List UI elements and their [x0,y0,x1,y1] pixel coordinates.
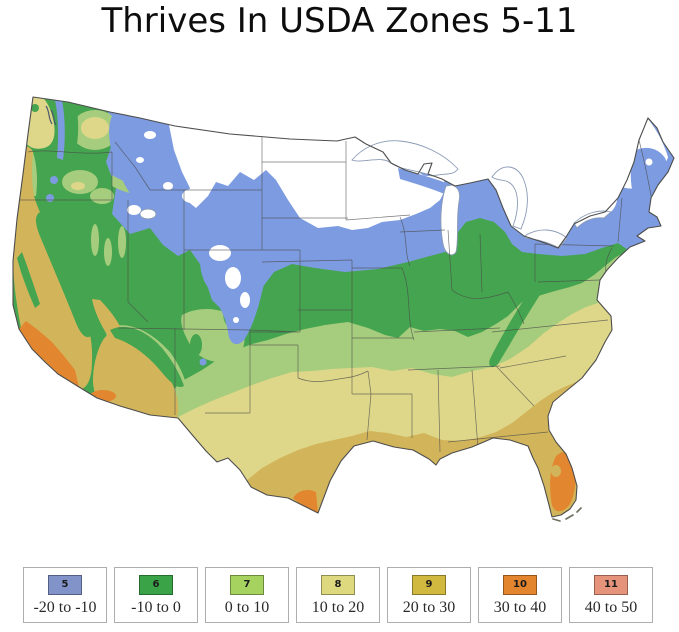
great-salt-lake [139,208,157,220]
zone5-range-label: -20 to -10 [33,599,97,616]
zone7-range-label: 0 to 10 [224,599,270,616]
florida-keys [552,507,582,522]
zone8-swatch: 8 [321,575,355,595]
columbia-basin-zone8-core [81,117,109,139]
zone5-swatch: 5 [48,575,82,595]
mogollon-rim-green-strip [110,326,184,387]
zone6-range-label: -10 to 0 [131,599,181,616]
puget-sound [45,105,57,126]
central-valley-zone9-patch [28,215,78,335]
zone9-swatch: 9 [412,575,446,595]
colorado-white-patch3 [240,292,250,308]
florida-zone9-enclave [551,465,561,477]
zone6-swatch: 6 [139,575,173,595]
lake-michigan [440,184,461,256]
washington-cascade-blue-crest [55,100,65,160]
nevada-valley-zone7-stripe [91,224,99,256]
se-oregon-zone7-patch [62,170,98,194]
southern-nevada-zone9-wedge [92,299,122,336]
se-oregon-zone8-pocket [71,182,85,190]
coast-range-green-sliver [17,252,40,308]
zone11-range-label: 40 to 50 [584,599,638,616]
page-title: Thrives In USDA Zones 5-11 [101,1,578,41]
nevada-valley-zone7-stripe2 [104,238,112,266]
adirondack-white-patch [573,173,618,217]
nevada-valley-zone7-stripe3 [118,226,126,258]
colorado-white-patch [209,245,231,261]
upper-peninsula-blue-strip [398,168,456,197]
zone11-swatch: 11 [594,575,628,595]
legend-item-zone-9: 9 20 to 30 [387,567,471,623]
legend-item-zone-10: 10 30 to 40 [478,567,562,623]
state-borders [17,136,652,453]
maine-white-spot [645,158,653,166]
legend-item-zone-7: 7 0 to 10 [205,567,289,623]
us-coastline [12,96,675,518]
idaho-white-spot3 [136,157,144,163]
new-mexico-blue-dot [199,358,207,366]
legend-item-zone-8: 8 10 to 20 [296,567,380,623]
se-oregon-zone7-patch2 [90,188,114,204]
salt-flats-white-patch [127,205,141,215]
yellowstone-white-patch [182,189,202,203]
zone10-swatch: 10 [503,575,537,595]
legend-item-zone-6: 6 -10 to 0 [114,567,198,623]
olympic-green-dot [31,104,39,112]
legend-item-zone-11: 11 40 to 50 [569,567,653,623]
zone-legend: 5 -20 to -10 6 -10 to 0 7 0 to 10 8 10 t… [23,567,653,623]
colorado-white-dot [233,317,239,323]
idaho-white-spot2 [163,182,173,190]
oregon-cascade-blue-dot [50,176,58,184]
zone7-swatch: 7 [230,575,264,595]
gila-green-stripe [190,334,202,356]
zone8-range-label: 10 to 20 [311,599,365,616]
legend-item-zone-5: 5 -20 to -10 [23,567,107,623]
zone10-range-label: 30 to 40 [493,599,547,616]
lake-huron [491,166,528,230]
colorado-white-patch2 [225,267,241,289]
idaho-white-spot [144,131,156,139]
socal-zone10-strip [19,321,79,387]
appalachian-green-spine [489,262,557,368]
zone9-range-label: 20 to 30 [402,599,456,616]
idaho-rockies-blue-mass [109,113,186,227]
south-texas-zone10-tip [293,490,318,513]
sierra-nevada-green-strip [35,212,92,338]
lake-ontario [573,210,612,229]
oregon-cascade-blue-dot2 [46,194,54,202]
